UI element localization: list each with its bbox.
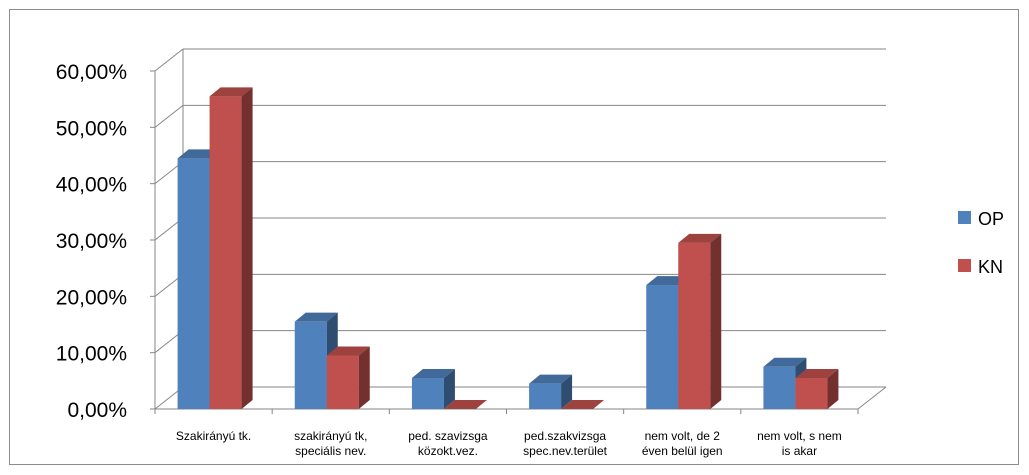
x-tick-label: nem volt, de 2 <box>645 429 721 443</box>
legend-swatch <box>958 211 971 224</box>
x-tick-label: speciális nev. <box>295 444 366 458</box>
x-tick-label: közokt.vez. <box>418 444 478 458</box>
x-tick-label: ped. szavizsga <box>408 429 488 443</box>
y-tick-label: 40,00% <box>56 174 127 197</box>
floor-edge <box>857 386 887 410</box>
y-tick-label: 0,00% <box>67 399 127 422</box>
bar-front <box>529 383 562 409</box>
bar-front <box>326 355 359 409</box>
wall-diagonal <box>154 48 184 72</box>
bar-top <box>443 400 487 409</box>
bar-front <box>678 242 711 409</box>
legend-label: OP <box>978 209 1004 229</box>
bar-top <box>795 369 839 379</box>
x-tick-label: éven belül igen <box>642 444 723 458</box>
bar-top <box>678 233 722 243</box>
bar-top <box>561 400 605 409</box>
bar-top <box>411 369 455 379</box>
bar-side <box>710 233 722 409</box>
x-tick-label: is akar <box>782 444 817 458</box>
bar-top <box>529 374 573 384</box>
x-tick-label: nem volt, s nem <box>757 429 842 443</box>
bar-front <box>795 378 828 409</box>
bar-side <box>241 87 253 409</box>
x-tick-label: ped.szakvizsga <box>524 429 606 443</box>
wall-diagonal <box>154 104 184 128</box>
legend-label: KN <box>978 257 1003 277</box>
bar-top <box>763 357 807 367</box>
y-tick-label: 20,00% <box>56 286 127 309</box>
bar-side <box>443 369 455 409</box>
y-tick-label: 50,00% <box>56 117 127 140</box>
bar-front <box>646 285 679 409</box>
x-tick-label: spec.nev.terület <box>523 444 607 458</box>
bar-front <box>763 366 796 409</box>
bar-side <box>561 374 573 409</box>
bar-side <box>358 346 370 409</box>
bar-front <box>294 321 327 409</box>
bar-front <box>177 158 210 409</box>
x-tick-label: Szakirányú tk. <box>176 429 251 443</box>
bar-top <box>326 346 370 356</box>
bar-front <box>209 96 242 409</box>
bar-top <box>209 87 253 97</box>
bar-top <box>294 312 338 322</box>
y-tick-label: 30,00% <box>56 230 127 253</box>
bar-front <box>411 378 444 409</box>
x-tick-label: szakirányú tk, <box>294 429 367 443</box>
y-tick-label: 60,00% <box>56 61 127 84</box>
legend-swatch <box>958 259 971 272</box>
chart-frame <box>9 9 1019 465</box>
y-tick-label: 10,00% <box>56 343 127 366</box>
bar-side <box>827 369 839 409</box>
